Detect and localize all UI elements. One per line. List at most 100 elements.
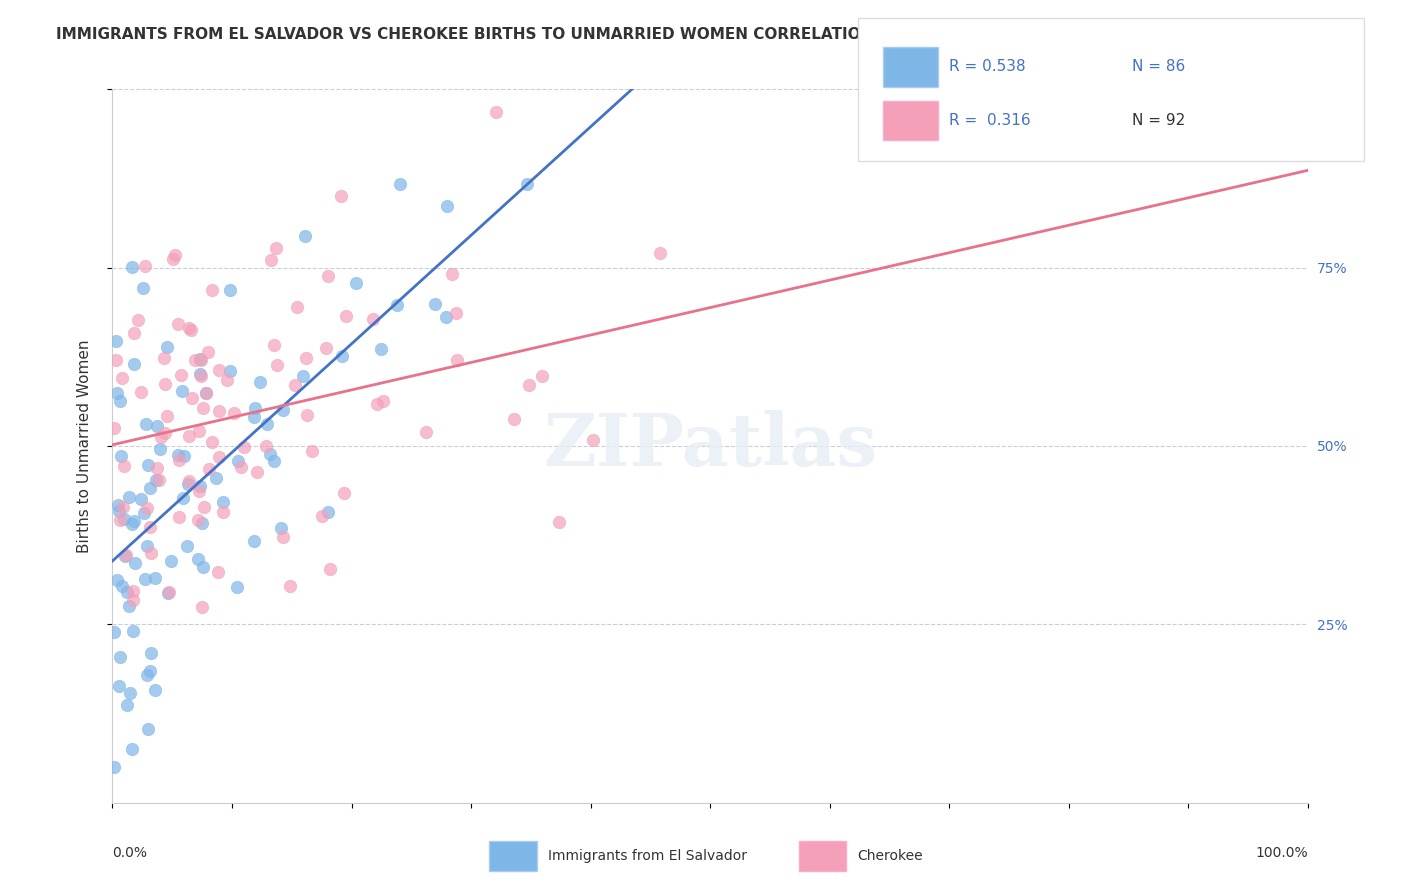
Point	[155, 340, 177, 354]
Point	[208, 403, 231, 417]
Point	[121, 593, 143, 607]
Point	[118, 599, 141, 613]
Point	[105, 573, 128, 587]
Point	[159, 554, 181, 568]
Point	[295, 351, 318, 366]
Point	[169, 453, 191, 467]
Point	[436, 310, 458, 324]
Point	[173, 449, 195, 463]
Point	[188, 484, 211, 499]
Point	[291, 369, 314, 384]
Point	[120, 686, 142, 700]
Point	[136, 722, 159, 736]
Point	[318, 562, 340, 576]
Text: R = 0.538: R = 0.538	[949, 60, 1025, 74]
Point	[212, 505, 235, 519]
Point	[194, 386, 217, 401]
Point	[246, 465, 269, 479]
Text: Source: ZipAtlas.com: Source: ZipAtlas.com	[1230, 27, 1364, 40]
Point	[205, 471, 228, 485]
Point	[271, 402, 294, 417]
Point	[177, 477, 200, 491]
Point	[122, 624, 145, 638]
Point	[295, 408, 318, 422]
Point	[111, 371, 134, 385]
Point	[135, 501, 157, 516]
Point	[446, 353, 468, 368]
Point	[108, 504, 131, 518]
Text: Immigrants from El Salvador: Immigrants from El Salvador	[548, 849, 748, 863]
Point	[231, 460, 253, 475]
Point	[370, 343, 392, 357]
Point	[264, 241, 287, 255]
Point	[108, 650, 131, 665]
Point	[311, 508, 333, 523]
Point	[155, 377, 177, 392]
Point	[143, 570, 166, 584]
Text: N = 92: N = 92	[1132, 113, 1185, 128]
Point	[148, 473, 170, 487]
Point	[136, 458, 159, 472]
Text: R =  0.316: R = 0.316	[949, 113, 1031, 128]
Point	[157, 585, 180, 599]
Point	[155, 426, 177, 441]
Point	[139, 520, 162, 534]
Point	[134, 259, 156, 273]
Point	[108, 394, 131, 409]
Point	[111, 579, 134, 593]
Point	[122, 326, 145, 340]
Point	[181, 392, 204, 406]
Point	[233, 441, 256, 455]
Point	[193, 500, 215, 515]
Point	[285, 300, 308, 314]
Point	[191, 560, 214, 574]
Point	[256, 417, 278, 431]
Point	[516, 177, 538, 191]
Point	[332, 486, 354, 500]
Point	[134, 572, 156, 586]
Point	[389, 177, 412, 191]
Point	[136, 539, 159, 553]
Point	[215, 372, 238, 386]
Point	[211, 495, 233, 509]
Point	[115, 584, 138, 599]
Point	[114, 549, 136, 563]
Point	[107, 498, 129, 512]
Point	[263, 338, 285, 352]
Point	[207, 450, 229, 464]
Point	[329, 189, 352, 203]
Point	[218, 364, 240, 378]
Point	[121, 741, 143, 756]
Text: ZIPatlas: ZIPatlas	[543, 410, 877, 482]
Point	[139, 481, 162, 495]
Point	[315, 341, 337, 355]
Point	[194, 386, 217, 401]
Point	[103, 421, 125, 435]
Point	[166, 448, 188, 462]
Point	[301, 444, 323, 458]
Point	[330, 349, 353, 363]
Point	[266, 359, 288, 373]
Point	[107, 679, 129, 693]
Point	[162, 252, 184, 266]
Point	[156, 586, 179, 600]
Point	[284, 378, 307, 392]
Point	[228, 454, 250, 468]
Point	[582, 434, 605, 448]
Point	[155, 409, 177, 423]
Point	[139, 546, 162, 560]
Point	[118, 490, 141, 504]
Point	[110, 513, 132, 527]
Point	[170, 384, 193, 398]
Point	[371, 394, 394, 409]
Point	[112, 459, 135, 474]
Point	[187, 513, 209, 527]
Point	[219, 283, 242, 297]
Point	[242, 409, 264, 424]
Point	[121, 516, 143, 531]
Point	[170, 368, 193, 382]
Point	[273, 530, 295, 544]
Point	[187, 552, 209, 566]
Point	[547, 515, 569, 529]
Point	[179, 321, 201, 335]
